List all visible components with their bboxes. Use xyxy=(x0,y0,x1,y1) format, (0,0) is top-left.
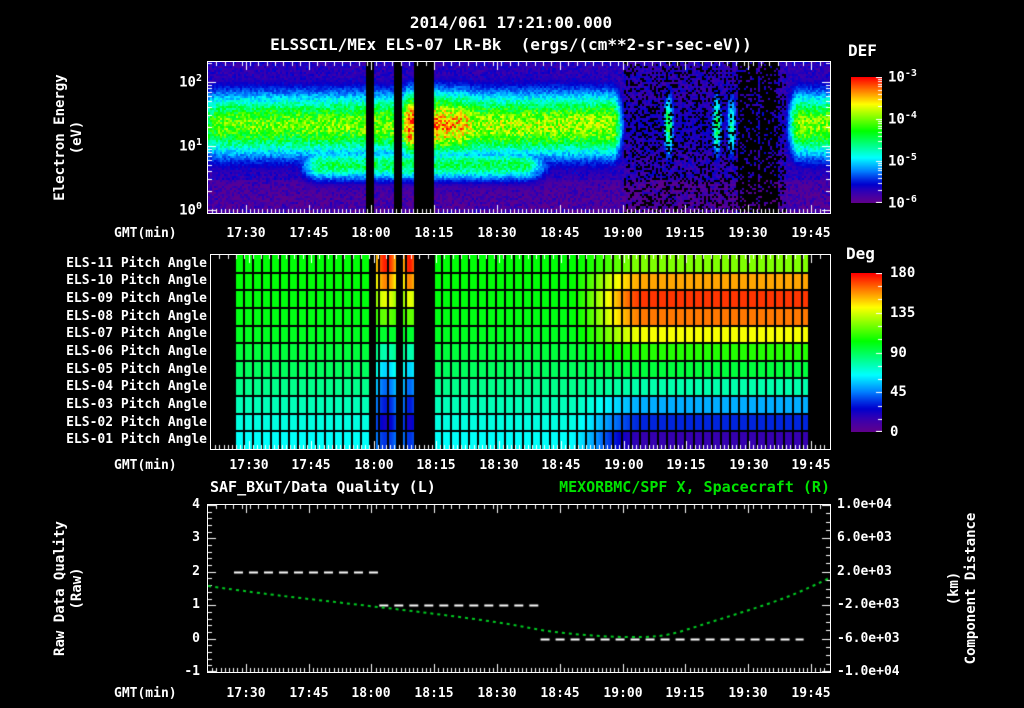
pitch-row-label: ELS-02 Pitch Angle xyxy=(66,415,207,430)
quality-tick-label: 4 xyxy=(192,497,200,512)
quality-tick-label: 2 xyxy=(192,564,200,579)
deg-colorbar-tick-label: 0 xyxy=(890,424,899,440)
deg-colorbar-tick-label: 135 xyxy=(890,304,916,321)
exponent: -4 xyxy=(904,110,917,121)
spectrogram-time-tick-label: 18:45 xyxy=(540,226,580,241)
pitch-time-tick-label: 18:00 xyxy=(354,458,394,473)
quality-time-tick-label: 18:15 xyxy=(414,686,454,701)
distance-tick-label: -2.0e+03 xyxy=(837,597,900,612)
distance-tick-label: 2.0e+03 xyxy=(837,564,892,579)
quality-tick-label: 0 xyxy=(192,631,200,646)
spectrogram-time-tick-label: 17:30 xyxy=(226,226,266,241)
left-axis-series-title: SAF_BXuT/Data Quality (L) xyxy=(210,478,436,496)
spectrogram-time-axis-title: GMT(min) xyxy=(114,226,177,241)
energy-tick-label: 101 xyxy=(179,137,202,155)
pitch-row-label: ELS-07 Pitch Angle xyxy=(66,326,207,341)
quality-tick-label: 1 xyxy=(192,597,200,612)
spectrogram-y-axis-label: Electron Energy (eV) xyxy=(52,62,86,213)
distance-tick-label: 6.0e+03 xyxy=(837,530,892,545)
exponent: 2 xyxy=(195,73,202,84)
quality-time-axis-title: GMT(min) xyxy=(114,686,177,701)
energy-tick-label: 102 xyxy=(179,73,202,91)
deg-colorbar-tick-label: 90 xyxy=(890,344,907,361)
distance-y-axis-label-text: Component Distance xyxy=(963,512,979,665)
spectrogram-time-tick-label: 18:15 xyxy=(414,226,454,241)
quality-time-tick-label: 18:00 xyxy=(351,686,391,701)
pitch-angle-canvas xyxy=(210,254,831,450)
energy-tick-label: 100 xyxy=(179,201,202,219)
exponent: 1 xyxy=(195,137,202,148)
pitch-row-label: ELS-10 Pitch Angle xyxy=(66,273,207,288)
electron-energy-spectrogram-canvas xyxy=(207,61,831,214)
spectrogram-time-tick-label: 19:15 xyxy=(665,226,705,241)
pitch-row-label: ELS-04 Pitch Angle xyxy=(66,379,207,394)
pitch-time-tick-label: 18:45 xyxy=(541,458,581,473)
pitch-time-tick-label: 18:30 xyxy=(479,458,519,473)
spectrogram-time-tick-label: 18:00 xyxy=(351,226,391,241)
quality-y-axis-label-text: Raw Data Quality xyxy=(52,521,68,656)
quality-time-tick-label: 19:00 xyxy=(603,686,643,701)
pitch-row-label: ELS-11 Pitch Angle xyxy=(66,256,207,271)
spectrogram-time-tick-label: 17:45 xyxy=(289,226,329,241)
exponent: -6 xyxy=(904,194,917,205)
distance-y-axis-label: (km) Component Distance xyxy=(946,505,980,672)
deg-colorbar xyxy=(851,273,882,432)
deg-colorbar-tick-label: 180 xyxy=(890,265,916,281)
quality-time-tick-label: 19:30 xyxy=(728,686,768,701)
quality-y-axis-label: Raw Data Quality (Raw) xyxy=(52,505,86,672)
pitch-row-label: ELS-03 Pitch Angle xyxy=(66,397,207,412)
def-colorbar xyxy=(851,77,882,203)
exponent: 0 xyxy=(195,201,202,212)
spectrogram-time-tick-label: 19:00 xyxy=(603,226,643,241)
pitch-time-tick-label: 19:45 xyxy=(791,458,831,473)
pitch-row-label: ELS-01 Pitch Angle xyxy=(66,432,207,447)
pitch-time-tick-label: 19:15 xyxy=(666,458,706,473)
plot-subtitle: ELSSCIL/MEx ELS-07 LR-Bk (ergs/(cm**2-sr… xyxy=(270,35,752,54)
pitch-row-label: ELS-05 Pitch Angle xyxy=(66,362,207,377)
spectrogram-y-axis-unit: (eV) xyxy=(69,120,85,155)
quality-distance-canvas xyxy=(207,504,831,673)
pitch-time-tick-label: 17:30 xyxy=(229,458,269,473)
spectrogram-time-tick-label: 18:30 xyxy=(477,226,517,241)
quality-time-tick-label: 17:45 xyxy=(289,686,329,701)
distance-tick-label: -6.0e+03 xyxy=(837,631,900,646)
distance-y-axis-unit: (km) xyxy=(946,571,962,606)
spectrogram-time-tick-label: 19:30 xyxy=(728,226,768,241)
distance-tick-label: 1.0e+04 xyxy=(837,497,892,512)
pitch-time-tick-label: 17:45 xyxy=(291,458,331,473)
pitch-time-axis-title: GMT(min) xyxy=(114,458,177,473)
quality-tick-label: 3 xyxy=(192,530,200,545)
pitch-row-label: ELS-08 Pitch Angle xyxy=(66,309,207,324)
quality-time-tick-label: 17:30 xyxy=(226,686,266,701)
def-colorbar-tick-label: 10-6 xyxy=(888,194,917,212)
quality-time-tick-label: 18:30 xyxy=(477,686,517,701)
right-axis-series-title: MEXORBMC/SPF X, Spacecraft (R) xyxy=(559,478,830,496)
deg-colorbar-tick-label: 45 xyxy=(890,384,907,401)
pitch-row-label: ELS-06 Pitch Angle xyxy=(66,344,207,359)
spectrogram-time-tick-label: 19:45 xyxy=(791,226,831,241)
pitch-row-label: ELS-09 Pitch Angle xyxy=(66,291,207,306)
def-colorbar-tick-label: 10-4 xyxy=(888,110,917,128)
def-colorbar-tick-label: 10-5 xyxy=(888,152,917,170)
pitch-time-tick-label: 19:00 xyxy=(604,458,644,473)
distance-tick-label: -1.0e+04 xyxy=(837,664,900,679)
def-colorbar-title: DEF xyxy=(848,41,877,60)
spectrogram-y-axis-label-text: Electron Energy xyxy=(52,74,68,201)
quality-time-tick-label: 19:45 xyxy=(791,686,831,701)
exponent: -3 xyxy=(904,68,917,79)
quality-tick-label: -1 xyxy=(184,664,200,679)
quality-time-tick-label: 18:45 xyxy=(540,686,580,701)
exponent: -5 xyxy=(904,152,917,163)
deg-colorbar-title: Deg xyxy=(846,244,875,263)
quality-y-axis-unit: (Raw) xyxy=(69,567,85,610)
def-colorbar-tick-label: 10-3 xyxy=(888,68,917,86)
plot-title: 2014/061 17:21:00.000 xyxy=(409,13,613,32)
pitch-time-tick-label: 19:30 xyxy=(729,458,769,473)
quality-time-tick-label: 19:15 xyxy=(665,686,705,701)
pitch-time-tick-label: 18:15 xyxy=(416,458,456,473)
